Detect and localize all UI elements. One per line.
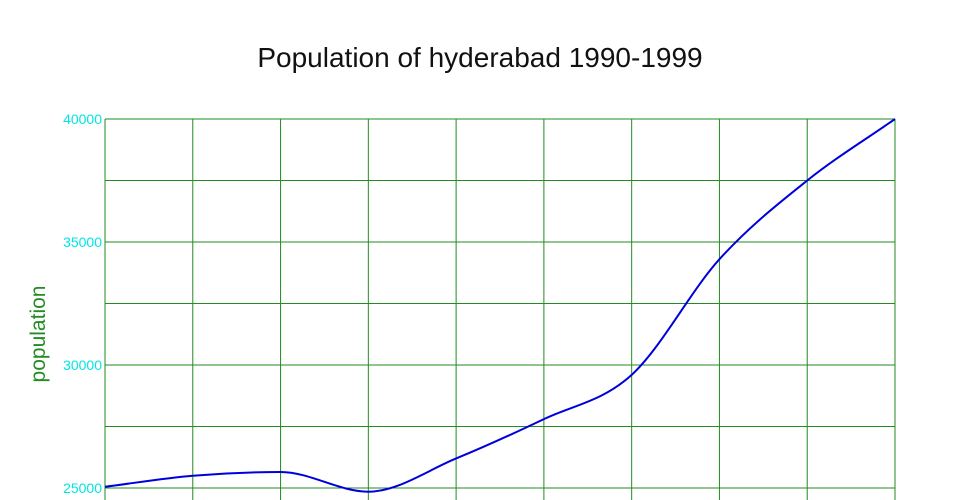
y-tick-label: 30000 <box>63 357 102 373</box>
grid <box>104 118 896 500</box>
y-axis-ticks: 25000 30000 35000 40000 <box>63 111 102 496</box>
y-tick-label: 35000 <box>63 234 102 250</box>
chart-title: Population of hyderabad 1990-1999 <box>257 42 702 73</box>
y-axis-label: population <box>27 286 50 383</box>
series-layer <box>104 118 896 493</box>
y-tick-label: 40000 <box>63 111 102 127</box>
series-line-0 <box>104 118 896 493</box>
y-tick-label: 25000 <box>63 480 102 496</box>
